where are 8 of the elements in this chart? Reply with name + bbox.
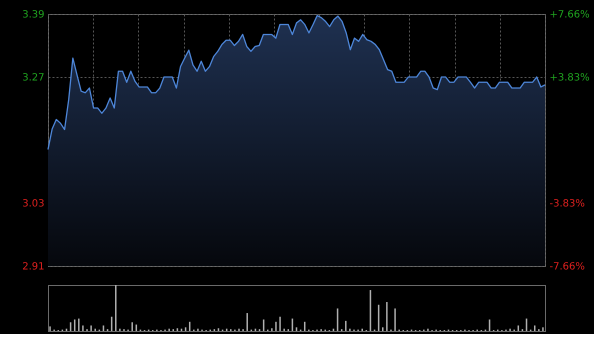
y2-tick-label: +3.83%	[550, 72, 590, 84]
y2-tick-label: +7.66%	[550, 10, 590, 20]
y2-tick-label: -7.66%	[550, 262, 585, 272]
y-tick-label: 2.91	[22, 262, 44, 272]
y-tick-label: 3.03	[22, 198, 44, 210]
y2-tick-label: -3.83%	[550, 198, 585, 210]
y-tick-label: 3.27	[22, 72, 44, 84]
y-tick-label: 3.39	[22, 10, 44, 20]
